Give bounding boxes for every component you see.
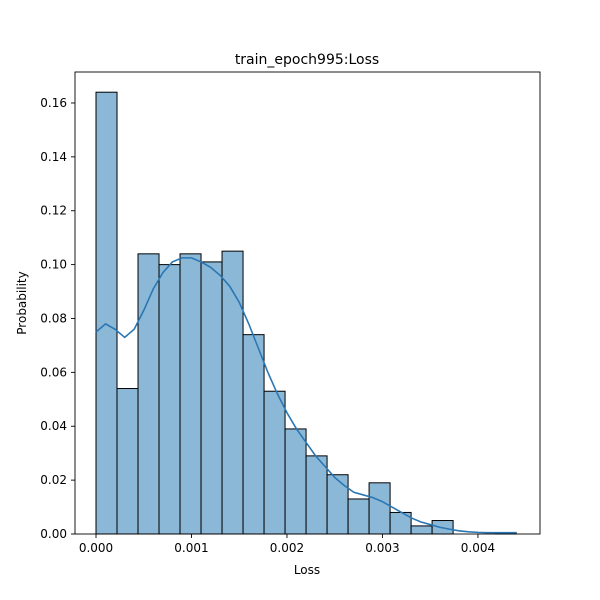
histogram-bars	[96, 92, 516, 534]
x-tick-label-3: 0.003	[365, 541, 399, 555]
x-axis-label: Loss	[294, 563, 320, 577]
histogram-bar-13	[369, 483, 390, 534]
y-tick-label-5: 0.10	[40, 258, 67, 272]
histogram-bar-5	[201, 262, 222, 534]
histogram-bar-4	[180, 254, 201, 534]
histogram-bar-15	[411, 526, 432, 534]
histogram-bar-6	[222, 251, 243, 534]
y-tick-label-8: 0.16	[40, 96, 67, 110]
x-axis-ticks: 0.000 0.001 0.002 0.003 0.004	[79, 534, 495, 555]
y-tick-label-4: 0.08	[40, 311, 67, 325]
histogram-bar-3	[159, 265, 180, 534]
x-tick-label-4: 0.004	[461, 541, 495, 555]
y-tick-label-3: 0.06	[40, 365, 67, 379]
histogram-bar-2	[138, 254, 159, 534]
y-tick-label-1: 0.02	[40, 473, 67, 487]
histogram-bar-12	[348, 499, 369, 534]
y-tick-label-7: 0.14	[40, 150, 67, 164]
y-tick-label-0: 0.00	[40, 527, 67, 541]
histogram-bar-11	[327, 475, 348, 534]
x-tick-label-0: 0.000	[79, 541, 113, 555]
x-tick-label-2: 0.002	[270, 541, 304, 555]
y-tick-label-2: 0.04	[40, 419, 67, 433]
histogram-bar-9	[285, 429, 306, 534]
y-axis-label: Probability	[15, 271, 29, 334]
x-tick-label-1: 0.001	[174, 541, 208, 555]
histogram-bar-10	[306, 456, 327, 534]
histogram-bar-7	[243, 335, 264, 534]
histogram-bar-0	[96, 92, 117, 534]
y-tick-label-6: 0.12	[40, 204, 67, 218]
y-axis-ticks: 0.00 0.02 0.04 0.06 0.08 0.10 0.12 0.14 0.16	[40, 96, 75, 541]
histogram-bar-1	[117, 389, 138, 534]
histogram-bar-8	[264, 391, 285, 534]
chart-title: train_epoch995:Loss	[235, 52, 379, 68]
